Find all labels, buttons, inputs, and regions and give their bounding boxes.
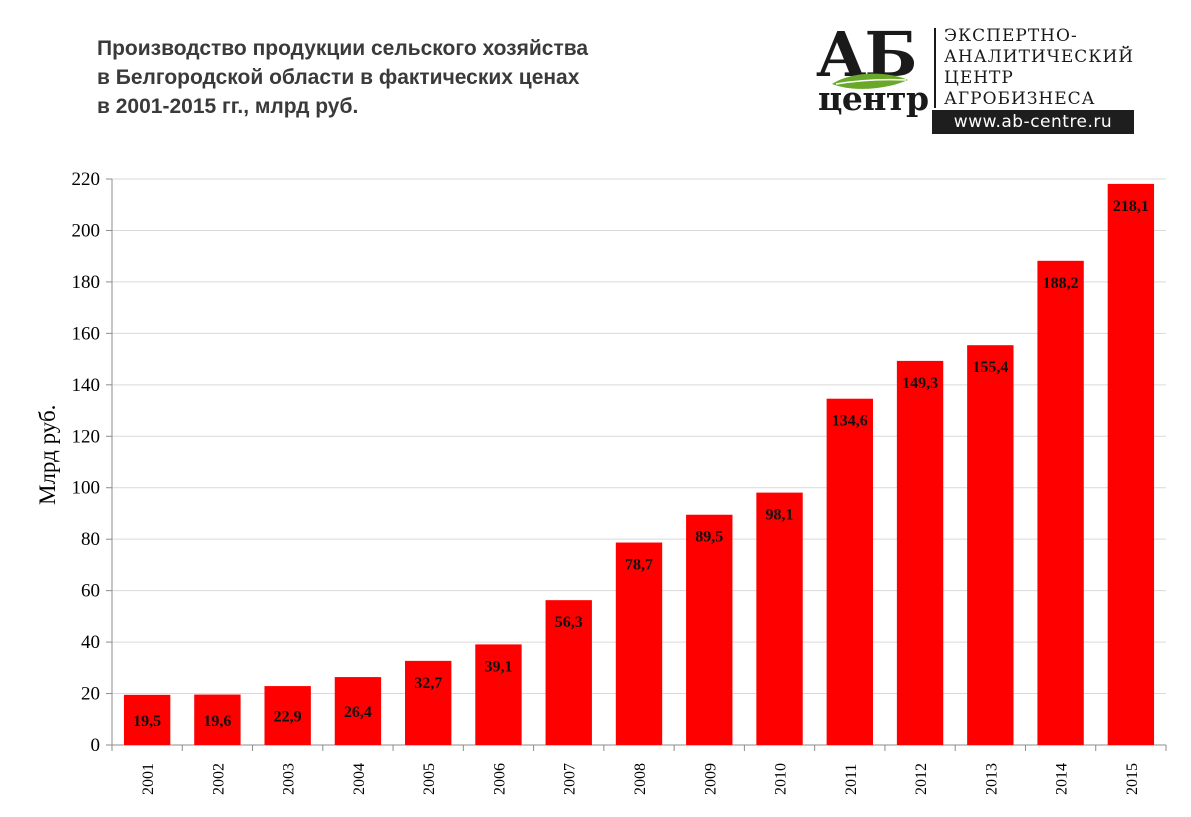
- y-tick-label: 180: [72, 272, 101, 293]
- data-label-2005: 32,7: [414, 675, 442, 692]
- data-label-2010: 98,1: [766, 507, 794, 524]
- chart-title-line-1: Производство продукции сельского хозяйст…: [97, 37, 589, 60]
- y-tick-label: 120: [72, 426, 101, 447]
- y-tick-label: 40: [81, 632, 100, 653]
- logo-line-2: АНАЛИТИЧЕСКИЙ: [944, 47, 1135, 67]
- bar-2002: [194, 694, 241, 745]
- data-label-2006: 39,1: [484, 658, 512, 675]
- y-tick-label: 160: [72, 323, 101, 344]
- bar-2003: [264, 686, 311, 745]
- chart-title-line-2: в Белгородской области в фактических цен…: [97, 66, 580, 89]
- y-tick-label: 0: [91, 735, 101, 756]
- data-label-2004: 26,4: [344, 704, 372, 721]
- bar-2012: [896, 360, 944, 745]
- data-label-2011: 134,6: [832, 413, 868, 430]
- y-tick-label: 200: [72, 220, 101, 241]
- x-tick-label-2014: 2014: [1054, 763, 1071, 795]
- y-tick-label: 20: [81, 684, 100, 705]
- logo-word: центр: [818, 79, 929, 118]
- bar-2014: [1037, 260, 1084, 745]
- ab-centre-logo: АБ центр ЭКСПЕРТНО- АНАЛИТИЧЕСКИЙ ЦЕНТР …: [816, 20, 1146, 136]
- bar-2015: [1107, 183, 1155, 745]
- x-tick-label-2006: 2006: [491, 763, 508, 795]
- data-label-2012: 149,3: [902, 375, 938, 392]
- x-tick-label-2010: 2010: [773, 763, 790, 795]
- logo-line-3: ЦЕНТР: [944, 68, 1014, 88]
- bar-2013: [967, 345, 1014, 745]
- x-tick-label-2009: 2009: [702, 763, 719, 795]
- data-label-2001: 19,5: [133, 713, 161, 730]
- chart-title-line-3: в 2001-2015 гг., млрд руб.: [97, 95, 359, 118]
- data-label-2013: 155,4: [972, 359, 1008, 376]
- x-tick-label-2015: 2015: [1124, 763, 1141, 795]
- bar-2008: [615, 542, 663, 745]
- bars: [123, 183, 1155, 745]
- data-label-2007: 56,3: [555, 614, 583, 631]
- x-tick-label-2008: 2008: [632, 763, 649, 795]
- x-tick-label-2003: 2003: [281, 763, 298, 795]
- y-tick-label: 100: [72, 478, 101, 499]
- x-tick-label-2001: 2001: [140, 763, 157, 795]
- data-label-2009: 89,5: [695, 529, 723, 546]
- y-tick-label: 220: [72, 169, 101, 190]
- logo-url: www.ab-centre.ru: [932, 110, 1134, 134]
- logo-line-1: ЭКСПЕРТНО-: [944, 26, 1078, 46]
- data-label-2015: 218,1: [1113, 198, 1149, 215]
- data-label-2002: 19,6: [203, 713, 231, 730]
- x-tick-label-2005: 2005: [421, 763, 438, 795]
- x-tick-label-2002: 2002: [210, 763, 227, 795]
- logo-text: ЭКСПЕРТНО- АНАЛИТИЧЕСКИЙ ЦЕНТР АГРОБИЗНЕ…: [944, 26, 1134, 110]
- bar-2005: [405, 660, 452, 745]
- y-tick-label: 60: [81, 581, 100, 602]
- x-tick-label-2012: 2012: [913, 763, 930, 795]
- bar-2004: [334, 677, 382, 745]
- x-tick-label-2004: 2004: [351, 763, 368, 795]
- bar-2009: [686, 514, 733, 745]
- data-label-2003: 22,9: [274, 709, 302, 726]
- labels: 2001 19,5 2002 19,6 2003 22,9 2004 26,4 2005 32,7…: [133, 198, 1149, 795]
- x-tick-label-2007: 2007: [562, 763, 579, 795]
- y-tick-label: 140: [72, 375, 101, 396]
- data-label-2008: 78,7: [625, 557, 653, 574]
- bar-2006: [475, 644, 522, 745]
- logo-line-4: АГРОБИЗНЕСА: [944, 89, 1096, 109]
- leaf-icon: [832, 73, 908, 89]
- x-tick-label-2013: 2013: [983, 763, 1000, 795]
- bar-2007: [545, 600, 592, 745]
- chart-title: Производство продукции сельского хозяйст…: [97, 34, 737, 121]
- bar-2011: [826, 398, 873, 745]
- y-tick-label: 80: [81, 529, 100, 550]
- x-tick-label-2011: 2011: [843, 764, 860, 795]
- bar-2010: [756, 492, 803, 745]
- bar-2001: [123, 694, 171, 745]
- logo-divider: [934, 28, 936, 108]
- data-label-2014: 188,2: [1043, 275, 1079, 292]
